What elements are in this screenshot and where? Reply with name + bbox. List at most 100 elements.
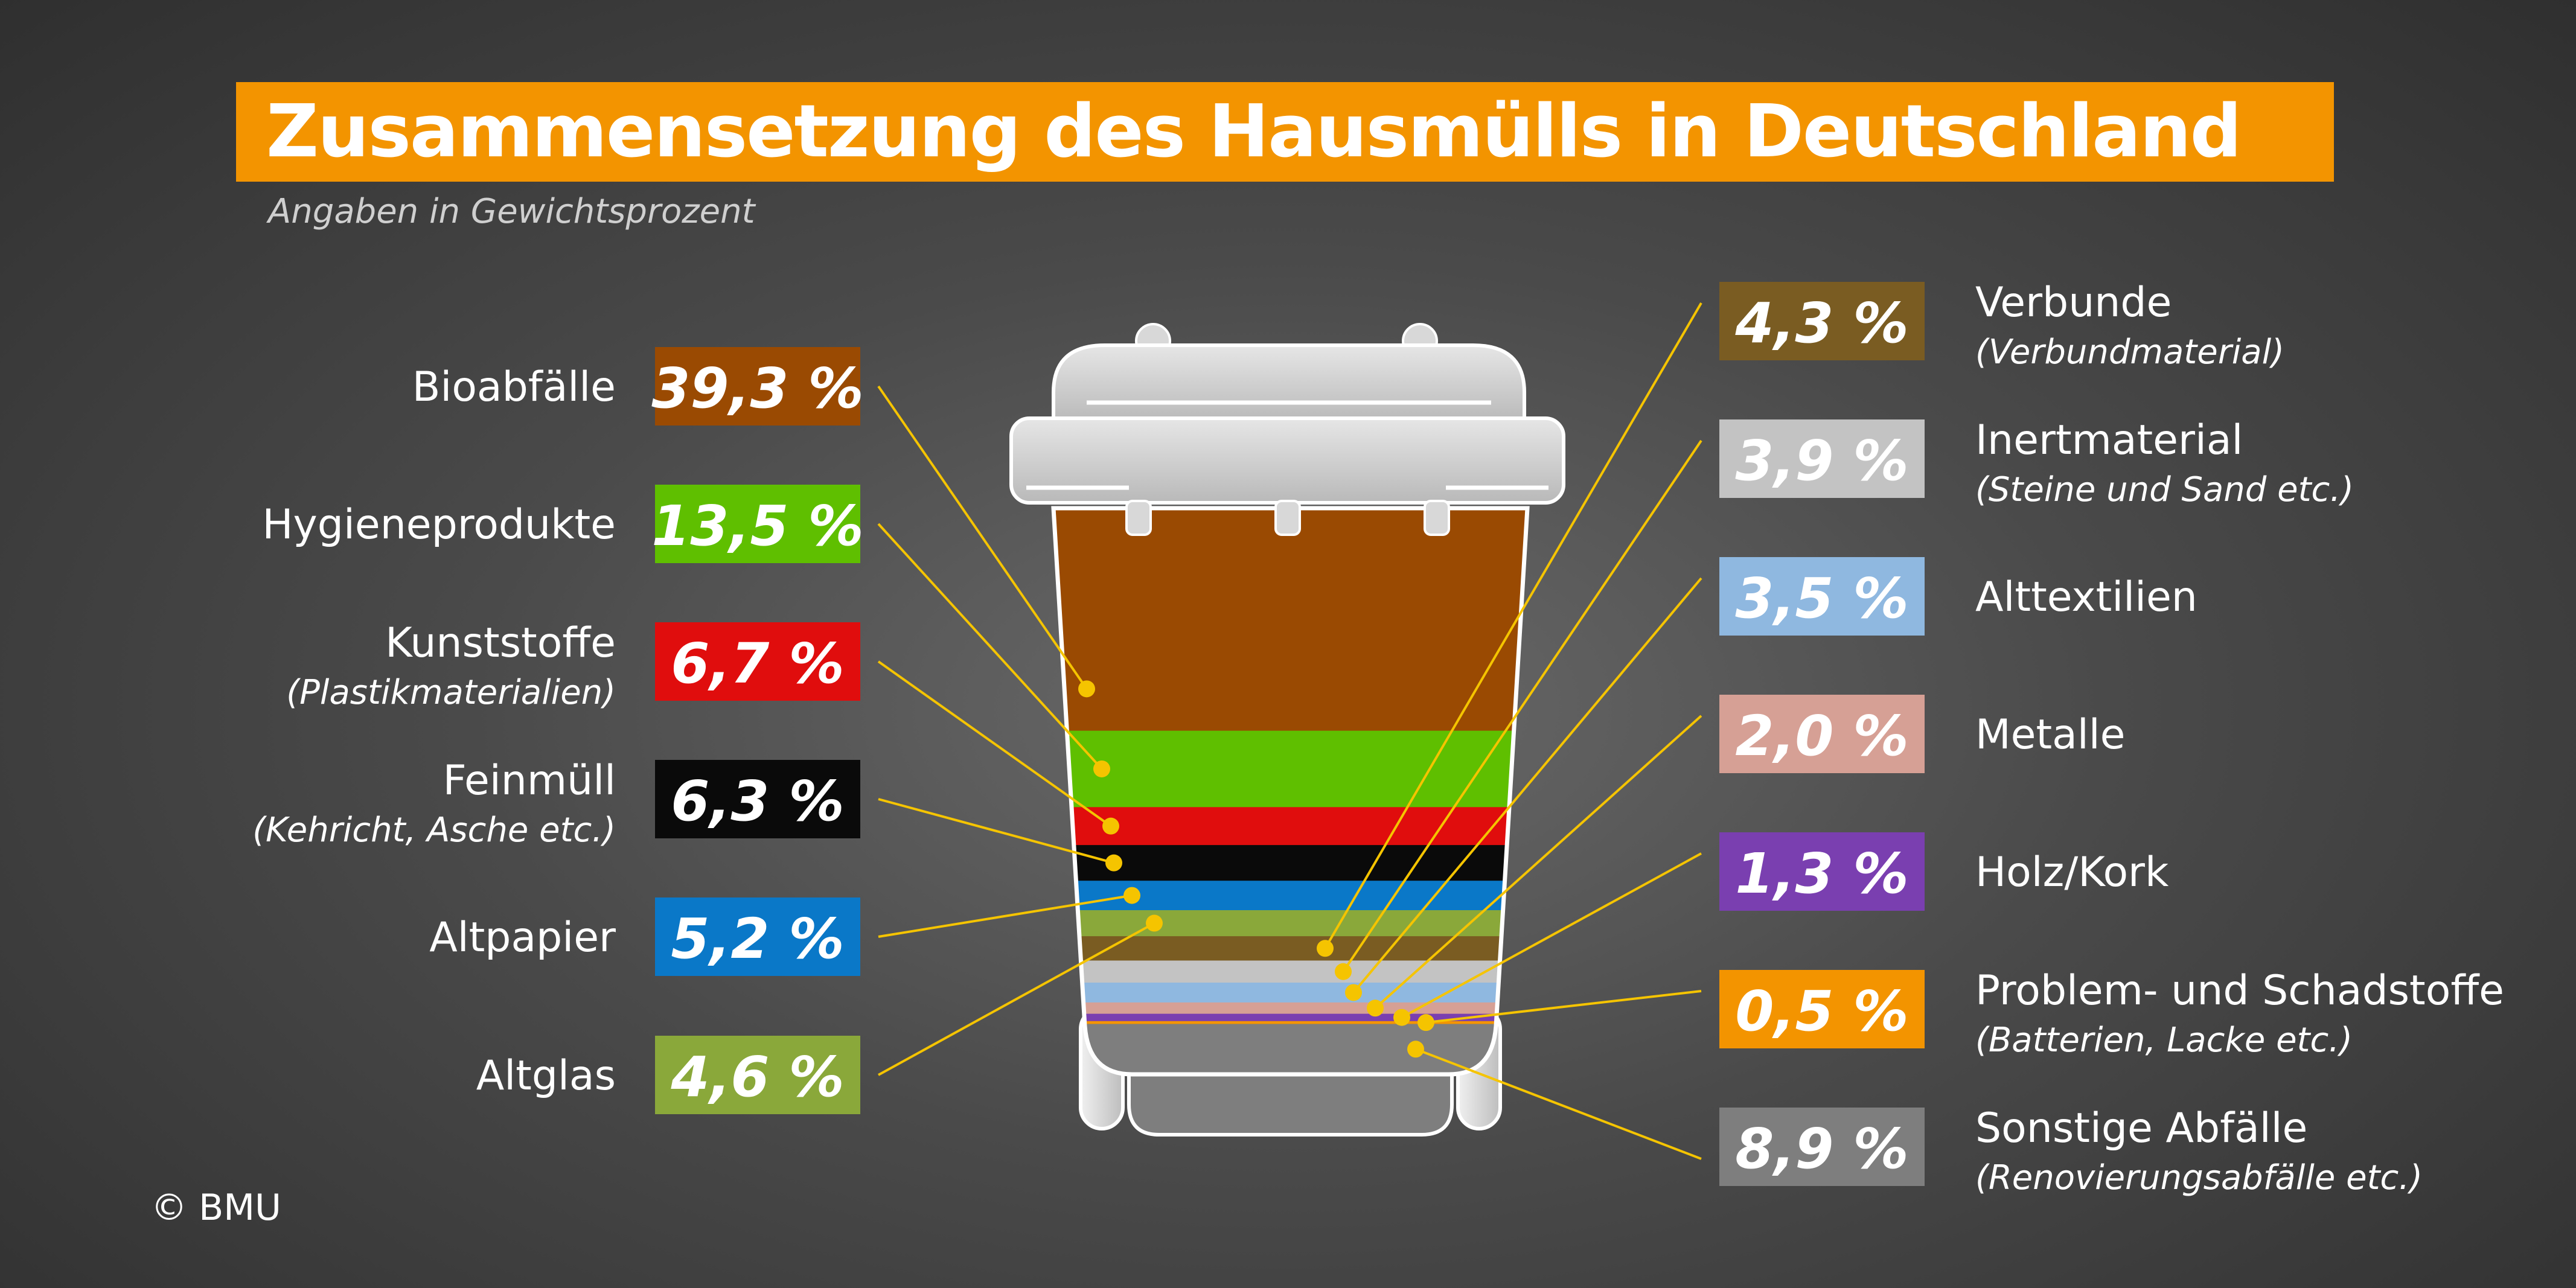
category-name-metalle: Metalle: [1975, 711, 2125, 759]
dot-holz-kork: [1393, 1009, 1410, 1026]
value-label-inertmaterial: 3,9 %: [1735, 429, 1908, 493]
leader-line-verbunde: [1324, 302, 1702, 949]
lid-top: [1052, 343, 1526, 424]
category-sub-verbunde: (Verbundmaterial): [1975, 333, 2284, 372]
value-box-hygieneprodukte: [655, 485, 860, 563]
value-box-altglas: [655, 1036, 860, 1114]
category-sub-inertmaterial: (Steine und Sand etc.): [1975, 470, 2354, 509]
category-sub-sonstige-abfaelle: (Renovierungsabfälle etc.): [1975, 1158, 2423, 1197]
value-box-metalle: [1719, 695, 1925, 773]
layer-hygieneprodukte: [1053, 730, 1527, 808]
dot-feinmuell: [1105, 854, 1122, 872]
category-name-sonstige-abfaelle: Sonstige Abfälle: [1975, 1105, 2307, 1152]
chart-title: Zusammensetzung des Hausmülls in Deutsch…: [266, 90, 2242, 174]
waste-bin: [1009, 323, 1565, 1137]
layer-metalle: [1053, 1002, 1527, 1015]
dot-problem-und-schadstoffe: [1417, 1014, 1434, 1031]
value-box-feinmuell: [655, 760, 860, 838]
value-label-hygieneprodukte: 13,5 %: [651, 494, 863, 558]
bin-outline: [1051, 506, 1530, 1077]
value-label-kunststoffe: 6,7 %: [671, 631, 844, 696]
category-name-inertmaterial: Inertmaterial: [1975, 416, 2243, 464]
rim-tab-1: [1125, 500, 1152, 536]
value-box-inertmaterial: [1719, 419, 1925, 498]
layer-problem-und-schadstoffe: [1053, 1021, 1527, 1025]
category-name-hygieneprodukte: Hygieneprodukte: [262, 501, 616, 549]
leader-line-problem-und-schadstoffe: [1425, 990, 1702, 1024]
leader-line-bioabfaelle: [877, 385, 1088, 690]
dot-altpapier: [1123, 887, 1140, 904]
value-label-problem-und-schadstoffe: 0,5 %: [1735, 979, 1908, 1044]
value-label-bioabfaelle: 39,3 %: [651, 356, 863, 421]
leader-lines: [877, 302, 1702, 1160]
category-sub-feinmuell: (Kehricht, Asche etc.): [252, 811, 616, 850]
value-box-altpapier: [655, 897, 860, 976]
category-name-feinmuell: Feinmüll: [443, 757, 616, 805]
value-label-sonstige-abfaelle: 8,9 %: [1735, 1117, 1908, 1181]
value-label-feinmuell: 6,3 %: [671, 769, 844, 834]
leader-line-holz-kork: [1401, 852, 1702, 1019]
value-label-holz-kork: 1,3 %: [1735, 841, 1908, 906]
layer-kunststoffe: [1053, 807, 1527, 846]
value-label-metalle: 2,0 %: [1735, 704, 1908, 768]
leader-line-alttextilien: [1352, 577, 1702, 993]
dot-verbunde: [1317, 940, 1334, 957]
leader-line-hygieneprodukte: [877, 523, 1103, 770]
layer-altpapier: [1053, 881, 1527, 911]
value-box-kunststoffe: [655, 622, 860, 701]
layer-bioabfaelle: [1053, 508, 1527, 732]
value-label-altglas: 4,6 %: [670, 1045, 844, 1109]
value-label-alttextilien: 3,5 %: [1735, 566, 1908, 631]
leader-line-kunststoffe: [877, 660, 1112, 827]
value-box-alttextilien: [1719, 557, 1925, 636]
value-label-verbunde: 4,3 %: [1734, 291, 1908, 355]
category-name-verbunde: Verbunde: [1975, 279, 2172, 327]
leader-line-altpapier: [878, 894, 1133, 938]
layer-altglas: [1053, 910, 1527, 937]
copyright: © BMU: [151, 1187, 281, 1229]
value-box-problem-und-schadstoffe: [1719, 970, 1925, 1048]
leader-line-altglas: [878, 922, 1155, 1076]
layer-sonstige-abfaelle: [1053, 1024, 1527, 1074]
category-name-altglas: Altglas: [476, 1052, 616, 1100]
title-bar: [236, 82, 2334, 182]
category-name-kunststoffe: Kunststoffe: [385, 619, 616, 667]
leader-line-metalle: [1374, 715, 1702, 1009]
value-box-sonstige-abfaelle: [1719, 1108, 1925, 1186]
dot-hygieneprodukte: [1093, 760, 1110, 777]
category-name-bioabfaelle: Bioabfälle: [412, 363, 616, 411]
bin-layers: [1053, 508, 1527, 1074]
layer-feinmuell: [1053, 845, 1527, 881]
lid-rim: [1009, 416, 1565, 505]
category-name-altpapier: Altpapier: [429, 914, 616, 961]
dot-alttextilien: [1345, 984, 1362, 1001]
dot-altglas: [1146, 914, 1163, 932]
category-name-holz-kork: Holz/Kork: [1975, 849, 2169, 896]
dot-bioabfaelle: [1078, 680, 1095, 698]
category-labels: 39,3 % Bioabfälle 13,5 % Hygieneprodukte 6,7…: [252, 279, 2504, 1197]
rim-tab-3: [1424, 500, 1450, 536]
dot-inertmaterial: [1335, 963, 1352, 980]
leader-line-feinmuell: [878, 798, 1114, 864]
leader-line-inertmaterial: [1342, 439, 1702, 972]
value-box-bioabfaelle: [655, 347, 860, 426]
leader-line-sonstige-abfaelle: [1415, 1048, 1702, 1160]
chart-subtitle: Angaben in Gewichtsprozent: [268, 192, 755, 231]
rim-tab-2: [1274, 500, 1301, 536]
category-sub-kunststoffe: (Plastikmaterialien): [286, 673, 616, 712]
value-box-verbunde: [1719, 282, 1925, 360]
dot-metalle: [1367, 999, 1384, 1017]
category-name-problem-und-schadstoffe: Problem- und Schadstoffe: [1975, 967, 2504, 1015]
layer-verbunde: [1053, 936, 1527, 961]
value-label-altpapier: 5,2 %: [671, 907, 844, 971]
dot-sonstige-abfaelle: [1407, 1041, 1424, 1058]
layer-inertmaterial: [1053, 960, 1527, 983]
dot-kunststoffe: [1102, 817, 1119, 835]
category-sub-problem-und-schadstoffe: (Batterien, Lacke etc.): [1975, 1021, 2353, 1060]
value-box-holz-kork: [1719, 832, 1925, 911]
category-name-alttextilien: Alttextilien: [1975, 573, 2197, 621]
layer-dots: [1078, 680, 1434, 1058]
layer-alttextilien: [1053, 983, 1527, 1003]
